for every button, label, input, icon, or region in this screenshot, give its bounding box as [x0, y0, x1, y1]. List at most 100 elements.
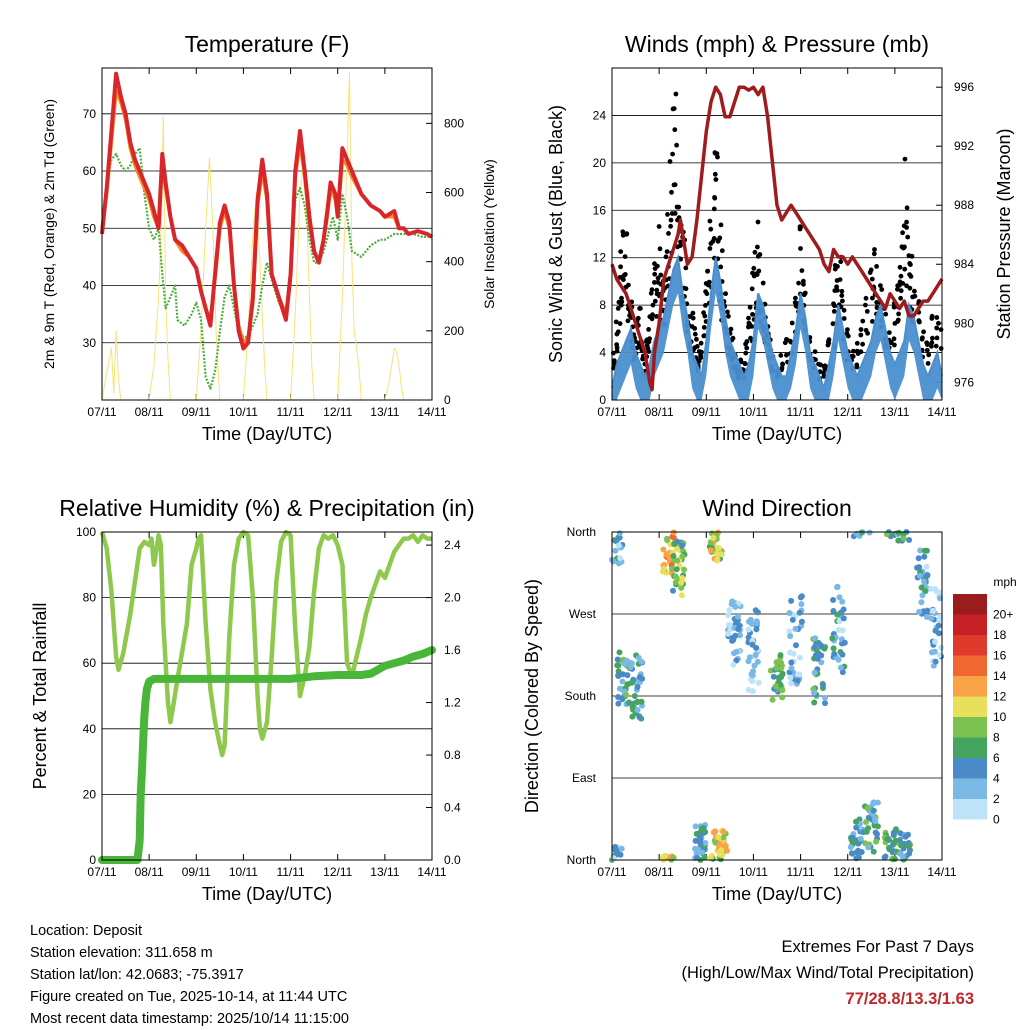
gust-point	[895, 319, 900, 324]
direction-point	[848, 850, 855, 857]
direction-point	[664, 537, 671, 544]
gust-point	[626, 282, 631, 288]
colorbar-swatch	[953, 799, 987, 820]
gust-point	[755, 244, 760, 250]
gust-point	[934, 335, 940, 341]
y2-tick-label: 980	[954, 316, 974, 330]
y2-tick-label: 992	[954, 139, 974, 153]
colorbar-title: mph	[993, 575, 1016, 589]
direction-point	[635, 654, 642, 661]
gust-point	[618, 302, 624, 308]
gust-point	[834, 287, 840, 293]
direction-point	[720, 828, 727, 835]
gust-point	[672, 182, 678, 188]
gust-point	[749, 324, 755, 329]
chart-title: Wind Direction	[702, 495, 852, 521]
direction-point	[754, 609, 761, 616]
direction-point	[900, 531, 907, 538]
direction-point	[820, 681, 826, 688]
gust-point	[929, 343, 934, 349]
gust-point	[938, 327, 944, 332]
direction-point	[921, 547, 928, 554]
y-tick-label: 40	[83, 722, 97, 736]
gust-point	[712, 171, 718, 177]
y2-tick-label: 996	[954, 80, 974, 94]
direction-point	[725, 630, 732, 637]
plot-frame	[101, 67, 433, 401]
direction-point	[797, 594, 804, 601]
colorbar-swatch	[953, 758, 987, 779]
gust-point	[652, 271, 658, 277]
direction-point	[745, 626, 752, 633]
gust-point	[678, 256, 683, 262]
y2-tick-label: 400	[444, 255, 464, 269]
direction-point	[615, 700, 622, 707]
direction-point	[890, 830, 897, 837]
gust-point	[650, 312, 655, 318]
gust-point	[904, 219, 909, 225]
gust-point	[726, 313, 731, 319]
direction-point	[615, 672, 622, 679]
gust-point	[897, 264, 903, 270]
direction-point	[857, 835, 864, 842]
direction-point	[726, 607, 733, 613]
gust-point	[752, 249, 758, 255]
gust-point	[838, 259, 844, 265]
gust-point	[925, 342, 930, 347]
gust-point	[657, 246, 663, 252]
y-tick-label: 20	[593, 156, 607, 170]
gust-point	[723, 291, 728, 297]
colorbar-label: 6	[993, 751, 1000, 765]
direction-point	[730, 634, 737, 641]
gust-point	[743, 350, 749, 356]
x-tick-label: 14/11	[417, 405, 446, 419]
direction-point	[673, 545, 680, 552]
direction-point	[811, 699, 818, 706]
direction-point	[858, 849, 865, 855]
plot-frame	[611, 67, 943, 401]
direction-point	[718, 847, 725, 854]
direction-point	[672, 573, 679, 580]
colorbar-label: 20+	[993, 607, 1013, 621]
gust-point	[618, 264, 623, 270]
direction-point	[694, 854, 701, 861]
direction-point	[918, 584, 925, 591]
direction-point	[753, 626, 760, 633]
gust-point	[690, 310, 696, 316]
speed-colorbar: mph 20+ 18 16 14 12 10 8 6 4 2 0	[953, 575, 1017, 826]
colorbar-swatch	[953, 778, 987, 799]
direction-point	[794, 677, 801, 684]
direction-point	[915, 555, 922, 562]
direction-point	[630, 706, 637, 713]
gust-point	[925, 361, 931, 366]
gust-point	[625, 318, 631, 324]
direction-point	[679, 575, 686, 582]
gust-point	[835, 264, 840, 269]
recent-timestamp: Most recent data timestamp: 2025/10/14 1…	[30, 1011, 349, 1027]
gust-point	[683, 265, 689, 271]
gust-point	[744, 339, 750, 344]
gust-point	[707, 246, 713, 251]
gust-point	[615, 306, 621, 311]
x-tick-label: 09/11	[692, 865, 721, 879]
gust-point	[874, 264, 879, 269]
direction-point	[623, 691, 630, 698]
direction-point	[863, 819, 869, 825]
direction-point	[673, 566, 680, 573]
direction-point	[615, 560, 622, 567]
gust-point	[666, 231, 671, 236]
direction-point	[699, 827, 706, 834]
y-tick-label: 8	[599, 298, 606, 312]
gust-point	[708, 226, 714, 232]
gust-point	[826, 340, 832, 346]
series-dewpoint	[100, 147, 432, 390]
gust-point	[655, 275, 661, 281]
x-tick-label: 08/11	[645, 865, 674, 879]
gust-point	[822, 367, 828, 372]
direction-point	[898, 842, 904, 849]
colorbar-swatch	[953, 696, 987, 717]
direction-point	[731, 650, 737, 657]
direction-point	[881, 854, 888, 861]
direction-point	[715, 834, 722, 841]
direction-point	[928, 615, 935, 622]
